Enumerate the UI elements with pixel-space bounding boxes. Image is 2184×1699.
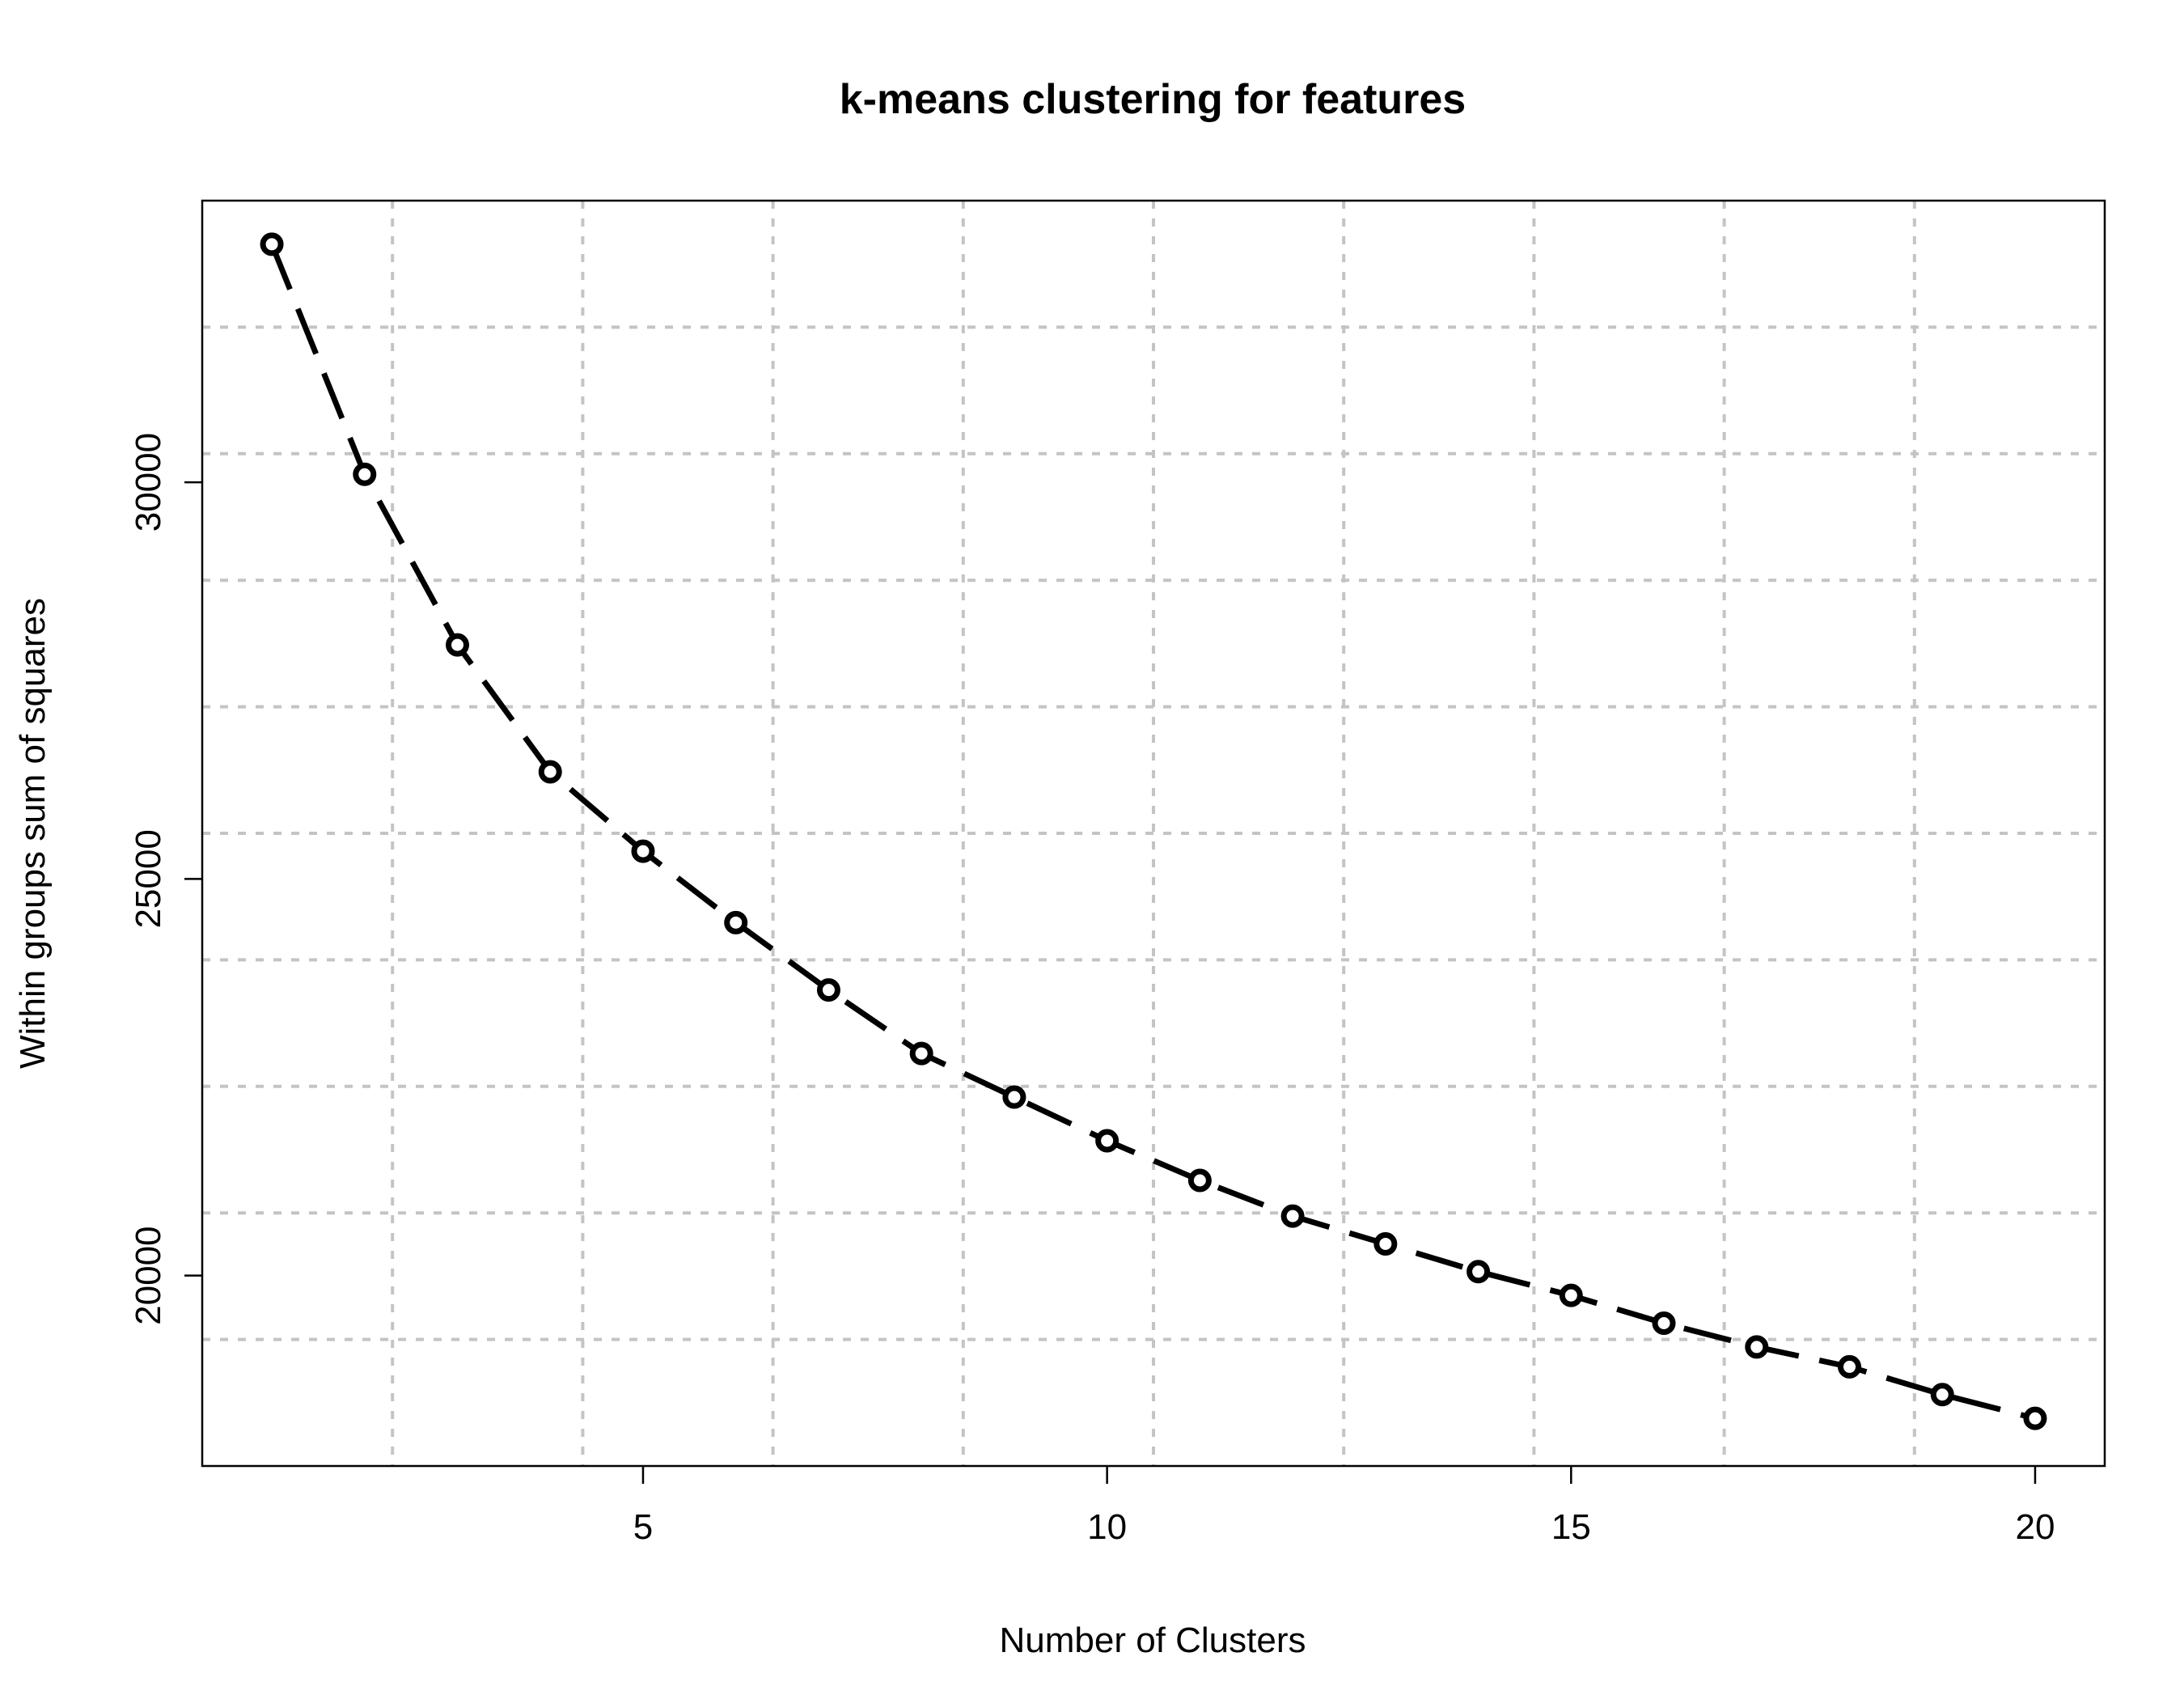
data-point [909, 1041, 933, 1066]
data-point [1187, 1168, 1212, 1193]
data-point [816, 978, 840, 1002]
grid [202, 201, 2105, 1466]
x-axis: 5 10 15 20 [633, 1466, 2055, 1547]
data-point [1930, 1383, 1954, 1407]
data-point [1745, 1335, 1769, 1359]
data-point [1002, 1085, 1026, 1109]
y-tick-label: 25000 [129, 829, 168, 928]
data-point [353, 462, 377, 486]
data-point [1095, 1129, 1120, 1153]
y-axis-label: Within groups sum of squares [13, 598, 53, 1069]
data-point [538, 760, 562, 784]
x-tick-label: 20 [2015, 1507, 2055, 1547]
y-axis: 20000 25000 30000 [129, 433, 202, 1325]
x-tick-label: 15 [1551, 1507, 1591, 1547]
x-tick-label: 10 [1087, 1507, 1127, 1547]
data-point [2023, 1406, 2047, 1430]
data-point [260, 232, 284, 256]
data-point [446, 633, 470, 657]
chart-title: k-means clustering for features [840, 76, 1466, 123]
y-tick-label: 30000 [129, 433, 168, 532]
y-tick-label: 20000 [129, 1226, 168, 1324]
data-point [724, 910, 748, 934]
data-point [1467, 1260, 1491, 1284]
plot-frame [201, 199, 2106, 1468]
data-point [1280, 1204, 1305, 1228]
data-point [1652, 1311, 1676, 1335]
data-point [1837, 1354, 1861, 1379]
data-point [631, 839, 655, 863]
data-point [1559, 1283, 1583, 1307]
series-group [260, 232, 2047, 1430]
x-axis-label: Number of Clusters [999, 1621, 1306, 1660]
data-point [1373, 1231, 1398, 1256]
x-tick-label: 5 [633, 1507, 653, 1547]
